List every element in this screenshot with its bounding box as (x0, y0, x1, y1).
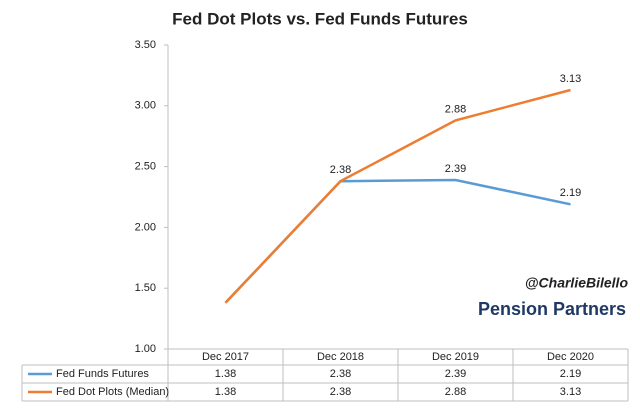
table-cell: 2.39 (445, 368, 466, 380)
data-label: 2.39 (445, 163, 466, 175)
series-line (224, 178, 571, 304)
chart-title: Fed Dot Plots vs. Fed Funds Futures (172, 9, 468, 28)
data-label: 2.38 (330, 164, 351, 176)
annotation: @CharlieBilello (525, 275, 629, 291)
y-tick-label: 2.50 (135, 161, 156, 173)
y-tick-label: 1.50 (135, 282, 156, 294)
series-line (224, 88, 571, 304)
y-tick-label: 3.50 (135, 39, 156, 51)
data-label: 2.88 (445, 103, 466, 115)
table-cell: 2.19 (560, 368, 581, 380)
legend-label: Fed Dot Plots (Median) (56, 386, 169, 398)
annotation: Pension Partners (478, 299, 626, 319)
legend-label: Fed Funds Futures (56, 368, 149, 380)
table-cell: 2.88 (445, 386, 466, 398)
table-cell: 2.38 (330, 368, 351, 380)
y-tick-label: 1.00 (135, 343, 156, 355)
table-cell: 1.38 (215, 386, 236, 398)
data-label: 2.19 (560, 187, 581, 199)
table-cell: 3.13 (560, 386, 581, 398)
x-tick-label: Dec 2018 (317, 351, 364, 363)
data-label: 3.13 (560, 73, 581, 85)
x-tick-label: Dec 2020 (547, 351, 594, 363)
table-cell: 1.38 (215, 368, 236, 380)
x-tick-label: Dec 2019 (432, 351, 479, 363)
table-cell: 2.38 (330, 386, 351, 398)
x-tick-label: Dec 2017 (202, 351, 249, 363)
y-tick-label: 2.00 (135, 221, 156, 233)
y-tick-label: 3.00 (135, 100, 156, 112)
